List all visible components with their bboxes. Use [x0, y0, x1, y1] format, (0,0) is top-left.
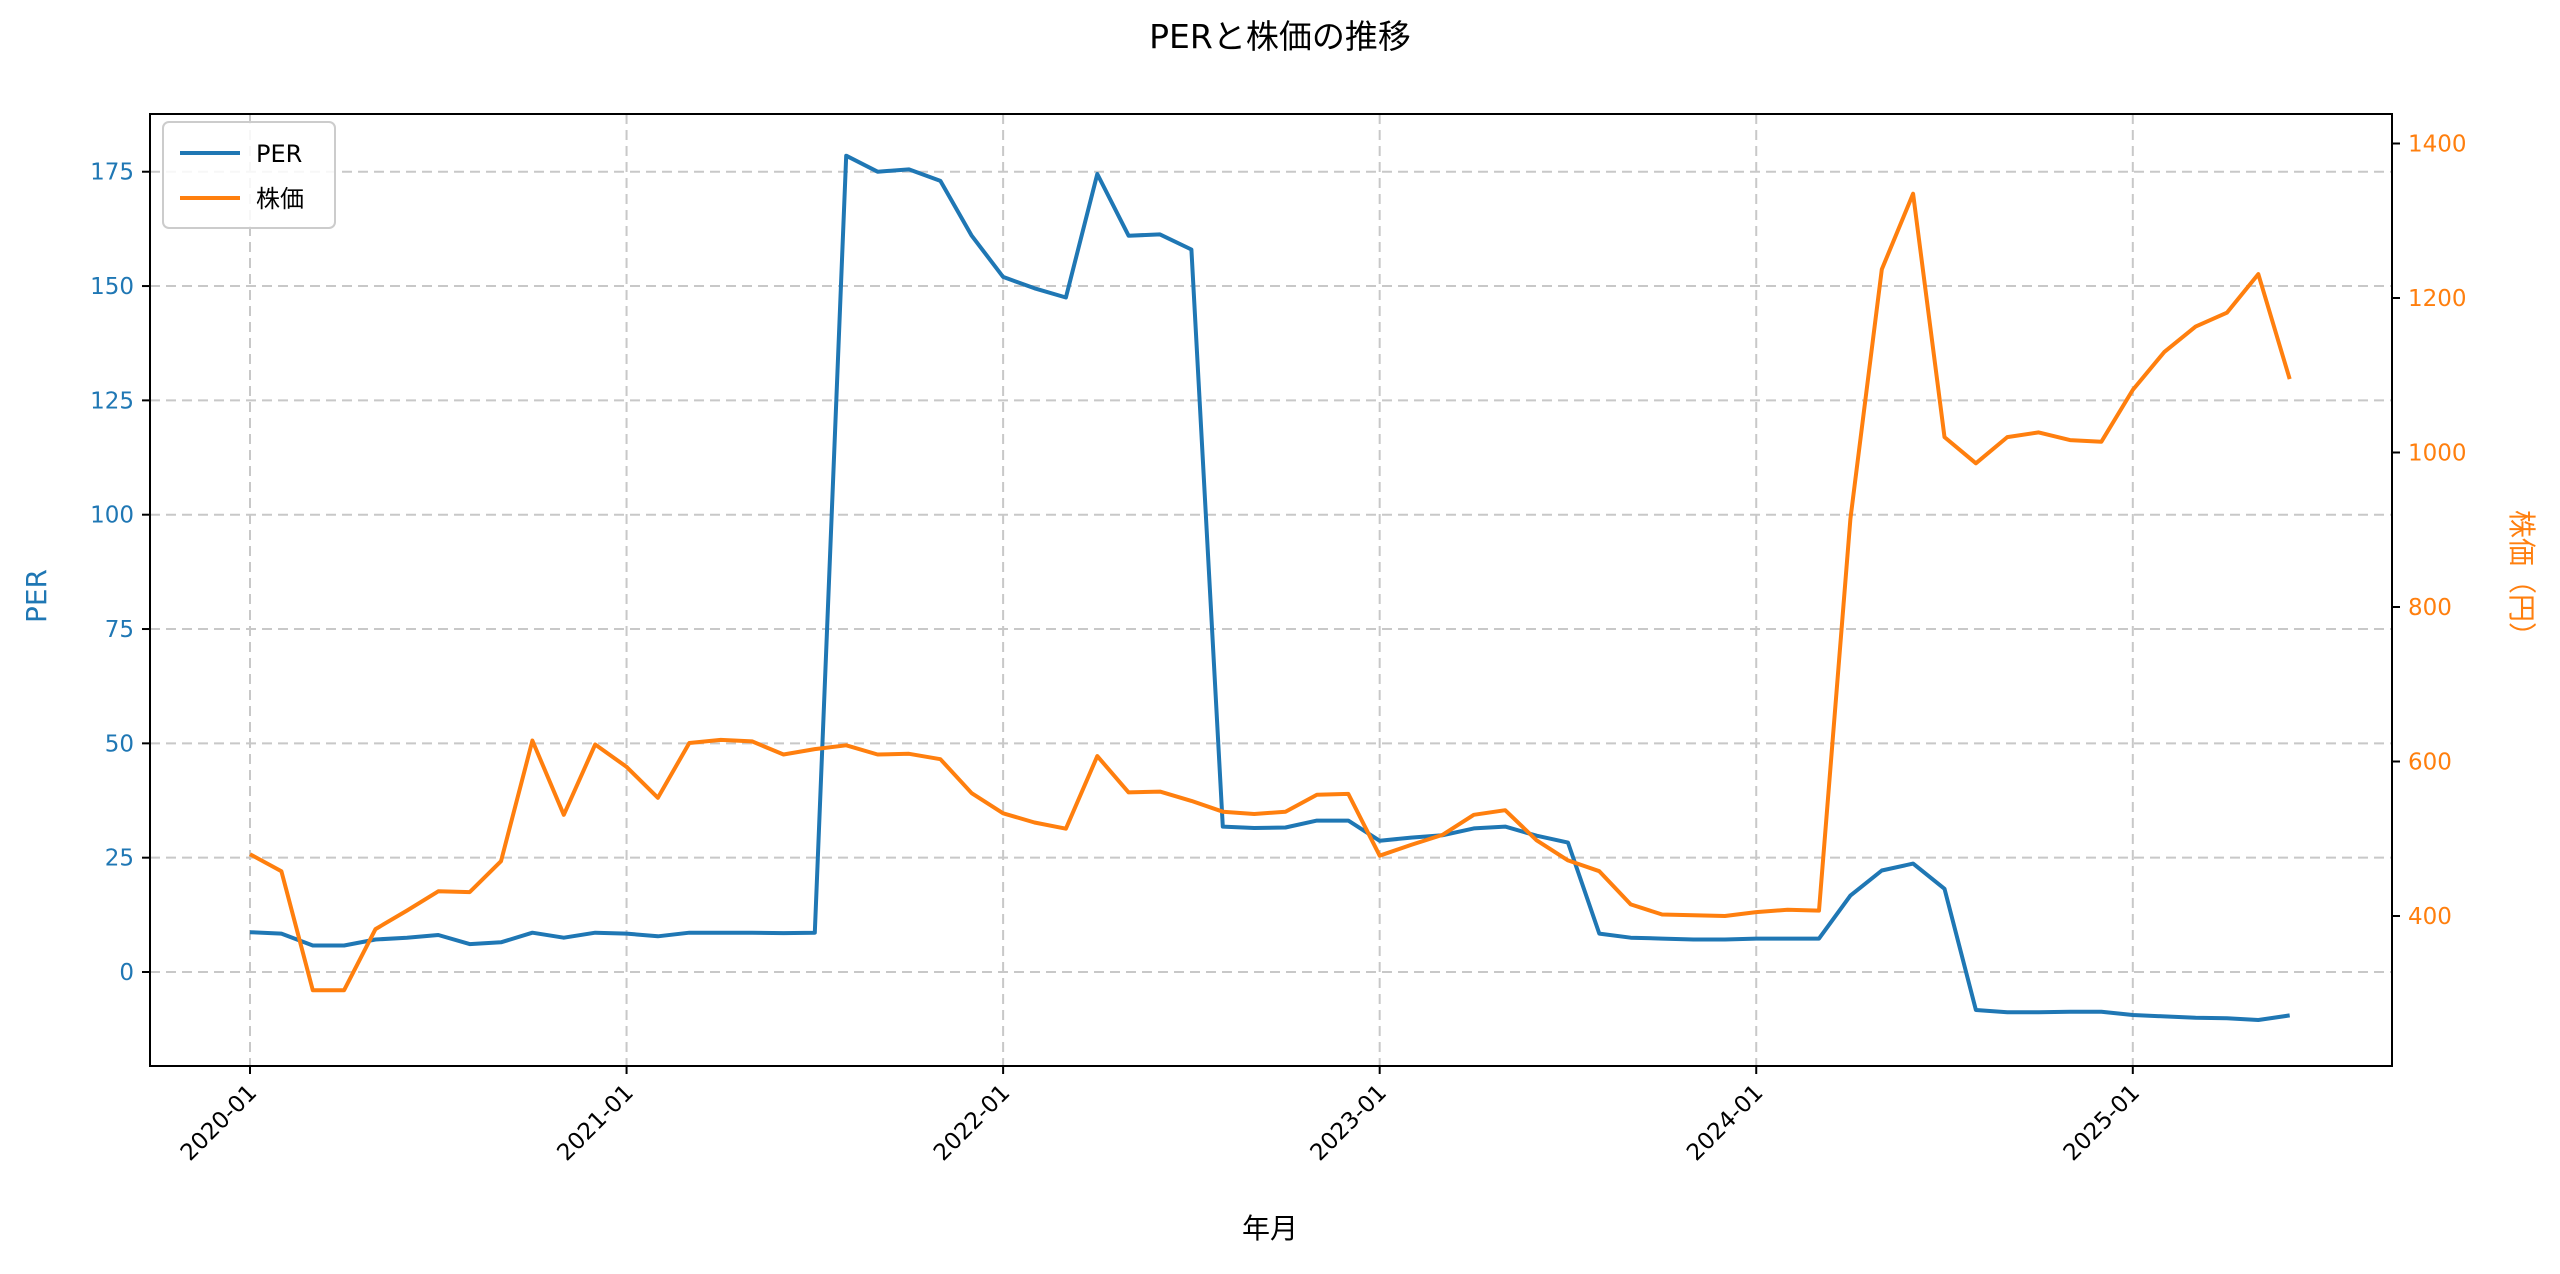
- x-axis-ticks: 2020-01 2021-01 2022-01 2023-01 2024-01 2025-…: [176, 1066, 2145, 1166]
- right-tick-label: 600: [2408, 750, 2452, 776]
- left-tick-label: 100: [90, 503, 134, 529]
- left-axis-label: PER: [20, 569, 53, 623]
- series-line-price: [250, 194, 2290, 991]
- x-axis-label: 年月: [1242, 1212, 1298, 1245]
- left-tick-label: 125: [90, 388, 134, 414]
- x-tick-label: 2020-01: [176, 1080, 262, 1166]
- legend: PER 株価: [163, 122, 335, 228]
- left-tick-label: 150: [90, 274, 134, 300]
- left-tick-label: 175: [90, 160, 134, 186]
- left-tick-label: 75: [105, 617, 134, 643]
- left-axis-ticks: 0 25 50 75 100 125 150 175: [90, 160, 150, 986]
- right-tick-label: 400: [2408, 904, 2452, 930]
- right-tick-label: 800: [2408, 595, 2452, 621]
- x-tick-label: 2021-01: [552, 1080, 638, 1166]
- right-tick-label: 1400: [2408, 132, 2467, 158]
- right-tick-label: 1000: [2408, 441, 2467, 467]
- left-tick-label: 25: [105, 846, 134, 872]
- left-tick-label: 50: [105, 731, 134, 757]
- x-tick-label: 2022-01: [929, 1080, 1015, 1166]
- x-tick-label: 2024-01: [1682, 1080, 1768, 1166]
- right-tick-label: 1200: [2408, 286, 2467, 312]
- plot-frame: [150, 114, 2392, 1066]
- right-axis-ticks: 400 600 800 1000 1200 1400: [2392, 132, 2467, 931]
- right-axis-label: 株価（円）: [2505, 510, 2538, 650]
- legend-label-price: 株価: [256, 185, 304, 213]
- left-tick-label: 0: [119, 960, 134, 986]
- chart-title: PERと株価の推移: [1149, 17, 1411, 56]
- grid-lines: [150, 114, 2392, 1066]
- legend-label-per: PER: [256, 140, 302, 168]
- legend-box: [163, 122, 335, 228]
- x-tick-label: 2025-01: [2059, 1080, 2145, 1166]
- x-tick-label: 2023-01: [1306, 1080, 1392, 1166]
